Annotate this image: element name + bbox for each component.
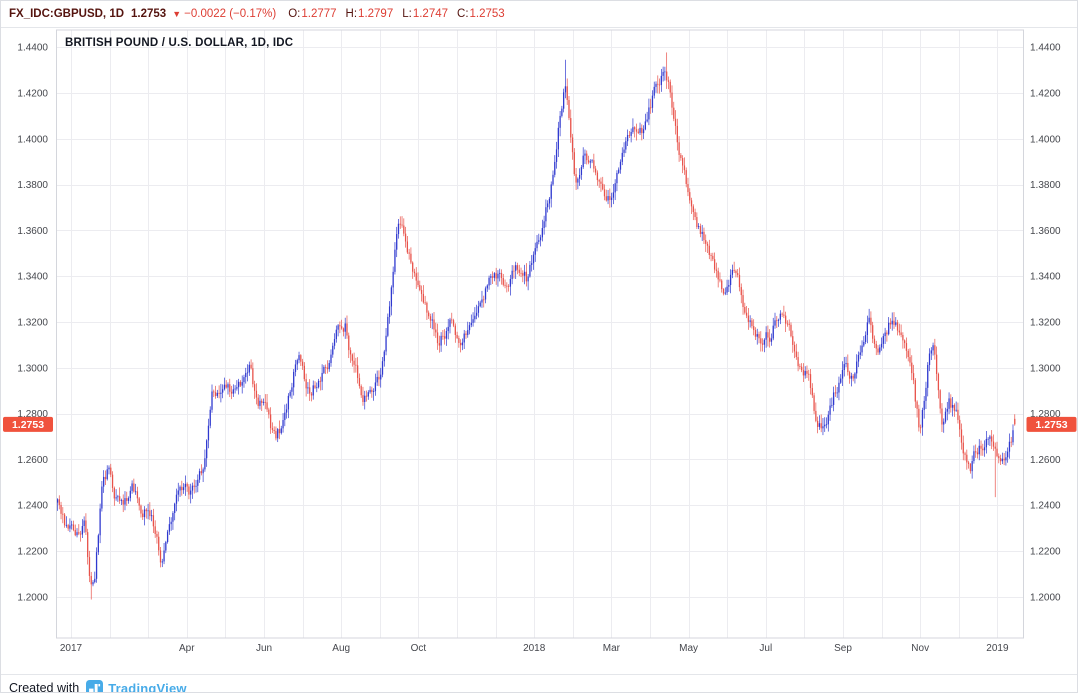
last-price-tag-right: 1.2753: [1026, 416, 1077, 432]
created-with-label: Created with: [9, 681, 80, 693]
y-axis-left[interactable]: 1.2000 1.2200 1.2400 1.2600 1.2800 1.3000 1.32…: [17, 43, 48, 604]
svg-text:1.3800: 1.3800: [17, 180, 48, 191]
svg-text:Aug: Aug: [332, 643, 350, 654]
svg-text:1.2200: 1.2200: [17, 546, 48, 557]
ohlc-low: L:1.2747: [402, 8, 449, 20]
svg-text:1.2800: 1.2800: [1030, 409, 1061, 420]
svg-text:1.2800: 1.2800: [17, 409, 48, 420]
svg-text:1.4000: 1.4000: [17, 134, 48, 145]
svg-text:Jun: Jun: [256, 643, 272, 654]
y-axis-right[interactable]: 1.2000 1.2200 1.2400 1.2600 1.2800 1.3000 1.32…: [1030, 43, 1061, 604]
svg-text:Jul: Jul: [759, 643, 772, 654]
tradingview-logo-icon[interactable]: [86, 679, 104, 692]
svg-text:1.3200: 1.3200: [1030, 317, 1061, 328]
price-chart[interactable]: 1.2000 1.2200 1.2400 1.2600 1.2800 1.3000 1.32…: [1, 28, 1078, 669]
ohlc-high: H:1.2797: [345, 8, 394, 20]
symbol-name[interactable]: FX_IDC:GBPUSD, 1D: [9, 8, 125, 20]
svg-text:1.3000: 1.3000: [17, 363, 48, 374]
svg-text:Mar: Mar: [603, 643, 621, 654]
svg-text:1.3200: 1.3200: [17, 317, 48, 328]
grid-layer: [56, 30, 1024, 638]
chart-title: BRITISH POUND / U.S. DOLLAR, 1D, IDC: [65, 37, 293, 49]
svg-text:1.3400: 1.3400: [17, 272, 48, 283]
svg-text:1.3000: 1.3000: [1030, 363, 1061, 374]
svg-text:1.2000: 1.2000: [17, 592, 48, 603]
candles-layer[interactable]: [57, 52, 1016, 600]
chart-area[interactable]: 1.2000 1.2200 1.2400 1.2600 1.2800 1.3000 1.32…: [1, 28, 1077, 674]
svg-text:1.2200: 1.2200: [1030, 546, 1061, 557]
ohlc-open: O:1.2777: [288, 8, 337, 20]
last-price-value: 1.2753: [131, 8, 167, 20]
symbol-info-bar: FX_IDC:GBPUSD, 1D 1.2753 ▼ −0.0022 (−0.1…: [1, 1, 1077, 28]
svg-text:Oct: Oct: [411, 643, 427, 654]
svg-text:Sep: Sep: [834, 643, 852, 654]
svg-text:1.4200: 1.4200: [17, 88, 48, 99]
svg-text:1.3400: 1.3400: [1030, 272, 1061, 283]
price-down-arrow-icon: ▼: [172, 9, 182, 19]
svg-text:2018: 2018: [523, 643, 546, 654]
plot-border: [56, 29, 1024, 639]
svg-text:1.2600: 1.2600: [17, 455, 48, 466]
svg-text:1.2000: 1.2000: [1030, 592, 1061, 603]
svg-text:1.3600: 1.3600: [17, 226, 48, 237]
svg-text:1.4400: 1.4400: [1030, 43, 1061, 54]
ohlc-close: C:1.2753: [457, 8, 505, 20]
svg-text:Apr: Apr: [179, 643, 195, 654]
last-price-tag-left: 1.2753: [3, 416, 53, 432]
svg-text:1.2400: 1.2400: [17, 501, 48, 512]
tradingview-brand[interactable]: TradingView: [108, 680, 187, 693]
svg-text:1.4200: 1.4200: [1030, 88, 1061, 99]
price-change: −0.0022 (−0.17%): [184, 8, 277, 20]
footer: Created with TradingView: [1, 674, 1077, 693]
svg-text:1.2753: 1.2753: [12, 419, 44, 431]
svg-text:Nov: Nov: [911, 643, 929, 654]
svg-text:1.3600: 1.3600: [1030, 226, 1061, 237]
svg-text:May: May: [679, 643, 698, 654]
svg-text:1.2753: 1.2753: [1035, 419, 1067, 431]
svg-text:1.2400: 1.2400: [1030, 501, 1061, 512]
svg-text:2019: 2019: [986, 643, 1009, 654]
svg-text:1.4000: 1.4000: [1030, 134, 1061, 145]
x-axis[interactable]: 2017 Apr Jun Aug Oct 2018 Mar May Jul Sep Nov 2019: [60, 643, 1009, 654]
svg-text:2017: 2017: [60, 643, 83, 654]
svg-text:1.2600: 1.2600: [1030, 455, 1061, 466]
svg-text:1.4400: 1.4400: [17, 43, 48, 54]
svg-text:1.3800: 1.3800: [1030, 180, 1061, 191]
